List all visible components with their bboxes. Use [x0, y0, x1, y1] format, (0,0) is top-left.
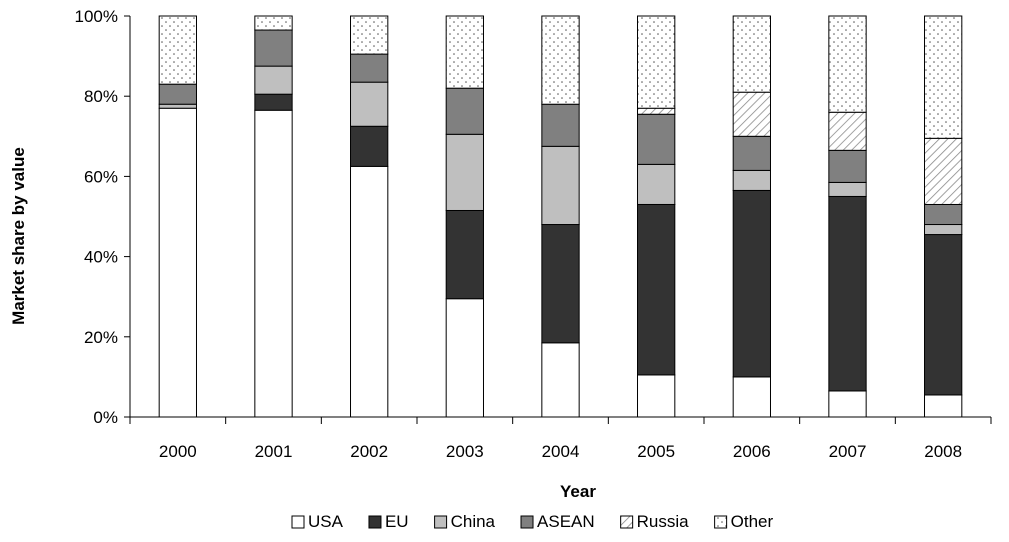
legend-item-usa: USA — [291, 512, 344, 531]
bar-segment-other — [541, 15, 580, 105]
legend-swatch — [291, 515, 305, 529]
bar-segment-russia — [637, 107, 676, 115]
bars — [158, 15, 963, 418]
bar-segment-asean — [828, 149, 867, 183]
bar-segment-usa — [158, 107, 197, 418]
bar-segment-usa — [350, 165, 389, 418]
legend-item-other: Other — [714, 512, 774, 531]
x-axis: 2000 2001 2002 2003 2004 2005 2006 2007 2008 — [129, 416, 992, 461]
bar-segment-usa — [445, 298, 484, 418]
bar-segment-russia — [732, 91, 771, 137]
bar-segment-asean — [445, 87, 484, 135]
x-tick-label: 2002 — [350, 442, 388, 461]
bar-segment-china — [924, 224, 963, 236]
legend-swatch — [620, 515, 634, 529]
x-tick-label: 2000 — [159, 442, 197, 461]
bar-stack — [637, 15, 676, 418]
bar-segment-china — [350, 81, 389, 127]
bar-segment-eu — [828, 195, 867, 392]
bar-segment-eu — [350, 125, 389, 167]
legend-swatch — [368, 515, 382, 529]
legend-label: Russia — [637, 512, 690, 531]
bar-segment-other — [350, 15, 389, 55]
x-tick-label: 2005 — [637, 442, 675, 461]
y-tick-label: 100% — [75, 7, 118, 26]
x-tick-label: 2006 — [733, 442, 771, 461]
bar-segment-usa — [637, 374, 676, 418]
legend-label: Other — [731, 512, 774, 531]
y-tick-label: 0% — [93, 408, 118, 427]
bar-segment-other — [924, 15, 963, 139]
bar-segment-asean — [637, 113, 676, 165]
y-axis-title: Market share by value — [9, 147, 28, 325]
y-tick-label: 20% — [84, 328, 118, 347]
bar-stack — [350, 15, 389, 418]
bar-segment-china — [732, 169, 771, 191]
legend-swatch — [434, 515, 448, 529]
legend-item-china: China — [434, 512, 496, 531]
bar-stack — [158, 15, 197, 418]
bar-stack — [828, 15, 867, 418]
bar-segment-usa — [924, 394, 963, 418]
legend-item-russia: Russia — [620, 512, 690, 531]
bar-segment-usa — [828, 390, 867, 418]
legend-swatch — [520, 515, 534, 529]
bar-segment-china — [445, 133, 484, 211]
x-tick-label: 2008 — [924, 442, 962, 461]
bar-segment-usa — [254, 109, 293, 418]
bar-segment-china — [541, 145, 580, 226]
x-tick-label: 2001 — [255, 442, 293, 461]
legend-label: USA — [308, 512, 344, 531]
bar-segment-other — [732, 15, 771, 93]
bar-segment-other — [637, 15, 676, 109]
bar-segment-other — [828, 15, 867, 113]
bar-segment-china — [828, 181, 867, 197]
bar-segment-asean — [158, 83, 197, 105]
bar-segment-china — [158, 103, 197, 109]
y-tick-label: 80% — [84, 87, 118, 106]
bar-stack — [445, 15, 484, 418]
x-tick-label: 2004 — [542, 442, 580, 461]
legend: USA EU China ASEAN Russia Other — [291, 512, 774, 531]
bar-segment-china — [637, 163, 676, 205]
y-axis: 0% 20% 40% 60% 80% 100% — [75, 7, 131, 427]
x-axis-title: Year — [560, 482, 596, 501]
bar-stack — [541, 15, 580, 418]
bar-segment-russia — [828, 111, 867, 151]
bar-segment-other — [254, 15, 293, 31]
bar-segment-eu — [541, 224, 580, 344]
bar-segment-other — [158, 15, 197, 85]
bar-segment-usa — [541, 342, 580, 418]
legend-label: ASEAN — [537, 512, 595, 531]
bar-stack — [924, 15, 963, 418]
legend-label: China — [451, 512, 496, 531]
bar-segment-russia — [924, 137, 963, 205]
bar-segment-eu — [732, 189, 771, 378]
legend-item-asean: ASEAN — [520, 512, 595, 531]
bar-segment-asean — [254, 29, 293, 67]
y-tick-label: 60% — [84, 167, 118, 186]
bar-segment-eu — [924, 234, 963, 396]
x-tick-label: 2007 — [829, 442, 867, 461]
bar-stack — [254, 15, 293, 418]
bar-stack — [732, 15, 771, 418]
bar-segment-eu — [254, 93, 293, 111]
bar-segment-usa — [732, 376, 771, 418]
legend-item-eu: EU — [368, 512, 409, 531]
bar-segment-eu — [445, 209, 484, 300]
y-tick-label: 40% — [84, 248, 118, 267]
bar-segment-asean — [732, 135, 771, 171]
bar-segment-asean — [350, 53, 389, 83]
bar-segment-china — [254, 65, 293, 95]
bar-segment-eu — [637, 203, 676, 376]
x-tick-label: 2003 — [446, 442, 484, 461]
bar-segment-other — [445, 15, 484, 89]
legend-swatch — [714, 515, 728, 529]
legend-label: EU — [385, 512, 409, 531]
bar-segment-asean — [924, 203, 963, 226]
bar-segment-asean — [541, 103, 580, 147]
